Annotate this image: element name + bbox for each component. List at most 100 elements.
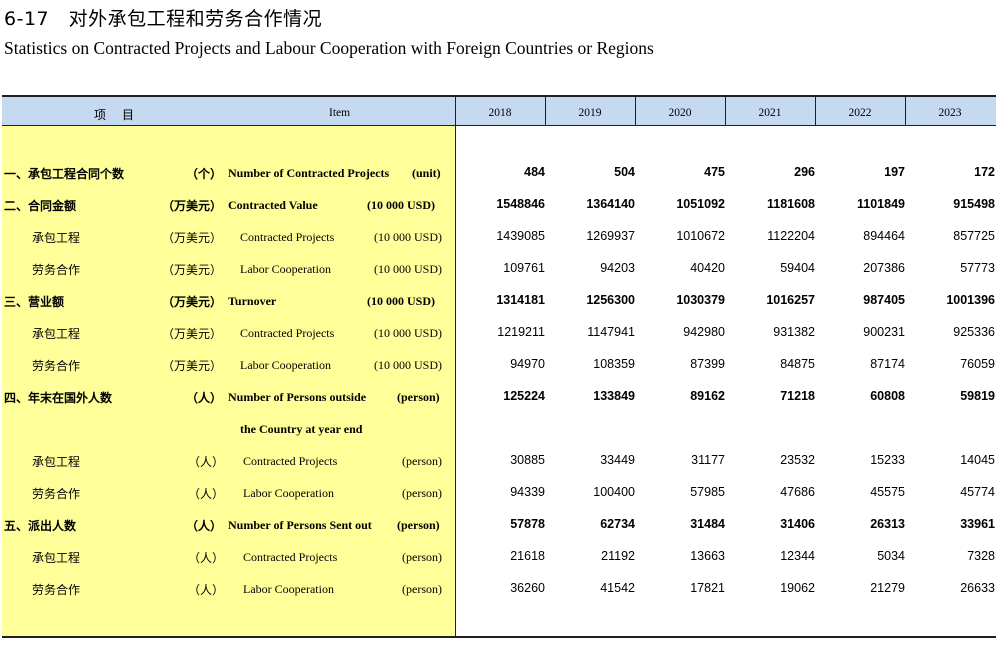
row-unit-en: (10 000 USD) — [374, 230, 442, 244]
header-item-cn-1: 项 — [94, 108, 107, 122]
cell-value: 1548846 — [496, 197, 545, 211]
table-row: 劳务合作 （人） Labor Cooperation (person) 94339 100… — [2, 483, 996, 503]
table-row: 劳务合作 （万美元） Labor Cooperation (10 000 USD) 94… — [2, 355, 996, 375]
row-unit-en: (10 000 USD) — [367, 294, 435, 308]
row-label-cn: 五、派出人数 — [4, 519, 77, 533]
item-column-background — [2, 95, 456, 638]
row-unit-cn: （人） — [188, 455, 225, 469]
cell-value: 59404 — [780, 261, 815, 275]
cell-value: 1016257 — [766, 293, 815, 307]
cell-value: 47686 — [780, 485, 815, 499]
row-label-en: Contracted Projects — [243, 550, 338, 564]
cell-value: 5034 — [877, 549, 905, 563]
page-title-chinese: 6-17 对外承包工程和劳务合作情况 — [4, 8, 323, 30]
row-unit-en: (person) — [402, 582, 442, 596]
cell-value: 23532 — [780, 453, 815, 467]
cell-value: 57773 — [960, 261, 995, 275]
cell-value: 14045 — [960, 453, 995, 467]
header-item-cn-2: 目 — [122, 108, 135, 122]
row-label-en: Contracted Projects — [240, 230, 335, 244]
row-unit-cn: （人） — [188, 583, 225, 597]
row-label-en: Number of Persons Sent out — [228, 518, 372, 532]
cell-value: 76059 — [960, 357, 995, 371]
cell-value: 62734 — [600, 517, 635, 531]
row-unit-en: (10 000 USD) — [367, 198, 435, 212]
table-row: 劳务合作 （万美元） Labor Cooperation (10 000 USD) 10… — [2, 259, 996, 279]
cell-value: 197 — [884, 165, 905, 179]
cell-value: 1256300 — [586, 293, 635, 307]
cell-value: 57985 — [690, 485, 725, 499]
cell-value: 1030379 — [676, 293, 725, 307]
statistics-table: 项 目 Item 2018 2019 2020 2021 2022 2023 一… — [2, 95, 996, 638]
cell-value: 857725 — [953, 229, 995, 243]
cell-value: 33961 — [960, 517, 995, 531]
header-divider — [815, 97, 816, 125]
header-year-2018: 2018 — [488, 107, 512, 119]
cell-value: 1269937 — [586, 229, 635, 243]
cell-value: 125224 — [503, 389, 545, 403]
row-unit-en: (person) — [402, 454, 442, 468]
header-divider — [905, 97, 906, 125]
cell-value: 26313 — [870, 517, 905, 531]
table-row: 承包工程 （人） Contracted Projects (person) 21618 2… — [2, 547, 996, 567]
row-label-en: Labor Cooperation — [243, 486, 334, 500]
cell-value: 30885 — [510, 453, 545, 467]
row-label-cn: 承包工程 — [32, 327, 81, 341]
cell-value: 172 — [974, 165, 995, 179]
header-divider — [545, 97, 546, 125]
cell-value: 84875 — [780, 357, 815, 371]
row-label-en: Labor Cooperation — [243, 582, 334, 596]
cell-value: 931382 — [773, 325, 815, 339]
row-unit-cn: （个） — [186, 167, 223, 181]
cell-value: 19062 — [780, 581, 815, 595]
row-label-en: Labor Cooperation — [240, 358, 331, 372]
row-unit-cn: （万美元） — [162, 231, 223, 245]
cell-value: 1122204 — [767, 229, 815, 243]
cell-value: 57878 — [510, 517, 545, 531]
row-unit-cn: （万美元） — [162, 359, 223, 373]
row-label-cn: 承包工程 — [32, 455, 81, 469]
row-label-cn: 劳务合作 — [32, 263, 81, 277]
table-row: 二、合同金额 （万美元） Contracted Value (10 000 USD) 1… — [2, 195, 996, 215]
table-row: 四、年末在国外人数 （人） Number of Persons outside (pe… — [2, 387, 996, 407]
cell-value: 94339 — [510, 485, 545, 499]
row-label-en: Labor Cooperation — [240, 262, 331, 276]
cell-value: 1181608 — [767, 197, 815, 211]
cell-value: 71218 — [780, 389, 815, 403]
cell-value: 900231 — [863, 325, 905, 339]
cell-value: 1314181 — [496, 293, 545, 307]
row-unit-en: (10 000 USD) — [374, 326, 442, 340]
table-row: 劳务合作 （人） Labor Cooperation (person) 36260 415… — [2, 579, 996, 599]
row-label-cn: 承包工程 — [32, 231, 81, 245]
table-row: 一、承包工程合同个数 （个） Number of Contracted Projec… — [2, 163, 996, 183]
row-label-en: Number of Persons outside — [228, 390, 367, 404]
cell-value: 1219211 — [497, 325, 545, 339]
row-unit-cn: （万美元） — [162, 263, 223, 277]
row-label-cn: 三、营业额 — [4, 295, 65, 309]
cell-value: 108359 — [593, 357, 635, 371]
cell-value: 60808 — [870, 389, 905, 403]
cell-value: 31406 — [780, 517, 815, 531]
row-unit-en: (person) — [402, 550, 442, 564]
row-label-en: Contracted Projects — [240, 326, 335, 340]
row-unit-cn: （万美元） — [162, 199, 223, 213]
row-label-en: Number of Contracted Projects — [228, 166, 390, 180]
row-label-cn: 劳务合作 — [32, 487, 81, 501]
cell-value: 100400 — [593, 485, 635, 499]
cell-value: 1051092 — [676, 197, 725, 211]
cell-value: 45774 — [960, 485, 995, 499]
row-unit-cn: （人） — [188, 551, 225, 565]
cell-value: 36260 — [510, 581, 545, 595]
cell-value: 17821 — [690, 581, 725, 595]
cell-value: 21192 — [601, 549, 635, 563]
column-divider — [455, 97, 456, 636]
row-unit-en: (person) — [397, 518, 440, 532]
row-label-cn: 一、承包工程合同个数 — [4, 167, 125, 181]
header-year-2020: 2020 — [668, 107, 692, 119]
row-label-cn: 承包工程 — [32, 551, 81, 565]
cell-value: 94970 — [510, 357, 545, 371]
table-row: the Country at year end — [2, 419, 996, 439]
cell-value: 1101849 — [857, 197, 905, 211]
row-label-cn: 劳务合作 — [32, 359, 81, 373]
row-unit-en: (person) — [397, 390, 440, 404]
